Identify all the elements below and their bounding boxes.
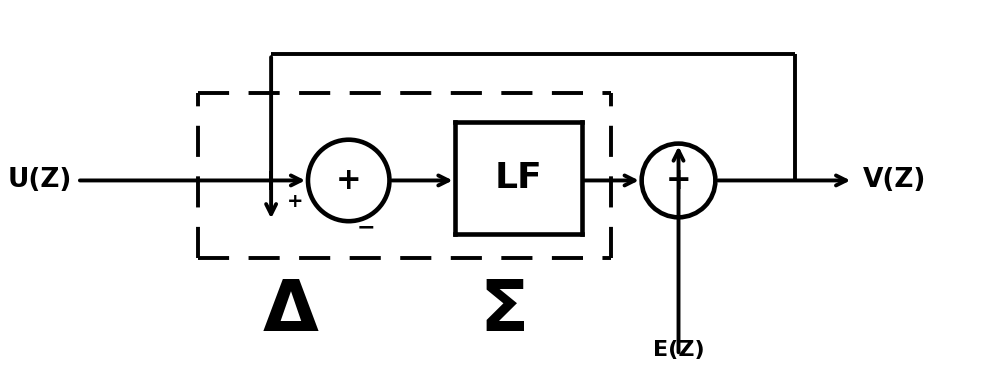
Text: −: − bbox=[356, 217, 375, 237]
Text: E(Z): E(Z) bbox=[653, 340, 704, 360]
Text: +: + bbox=[666, 166, 691, 195]
Text: U(Z): U(Z) bbox=[8, 167, 72, 193]
Text: Δ: Δ bbox=[263, 277, 318, 346]
Text: +: + bbox=[336, 166, 362, 195]
Text: LF: LF bbox=[495, 161, 542, 195]
Text: V(Z): V(Z) bbox=[863, 167, 926, 193]
Text: +: + bbox=[287, 192, 303, 211]
Text: Σ: Σ bbox=[479, 277, 529, 346]
